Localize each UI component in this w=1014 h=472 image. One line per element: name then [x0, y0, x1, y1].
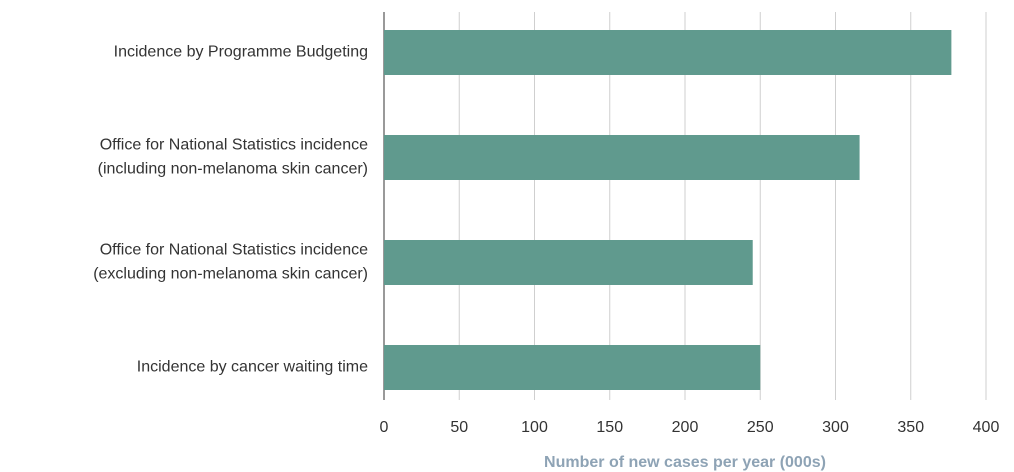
x-tick-label: 0 — [380, 419, 389, 436]
y-tick-label: Incidence by Programme Budgeting — [114, 44, 368, 61]
x-axis-title: Number of new cases per year (000s) — [544, 454, 826, 471]
y-tick-label: Office for National Statistics incidence… — [93, 242, 368, 283]
x-tick-label: 350 — [897, 419, 924, 436]
bar — [384, 135, 860, 180]
x-tick-label: 250 — [747, 419, 774, 436]
bar — [384, 345, 761, 390]
bar — [384, 30, 952, 75]
x-tick-label: 150 — [596, 419, 623, 436]
y-tick-label: Incidence by cancer waiting time — [137, 359, 368, 376]
x-tick-label: 400 — [973, 419, 1000, 436]
x-tick-label: 200 — [672, 419, 699, 436]
x-tick-label: 50 — [450, 419, 468, 436]
bar — [384, 240, 753, 285]
x-tick-label: 300 — [822, 419, 849, 436]
x-tick-label: 100 — [521, 419, 548, 436]
y-tick-label: Office for National Statistics incidence… — [98, 137, 368, 178]
